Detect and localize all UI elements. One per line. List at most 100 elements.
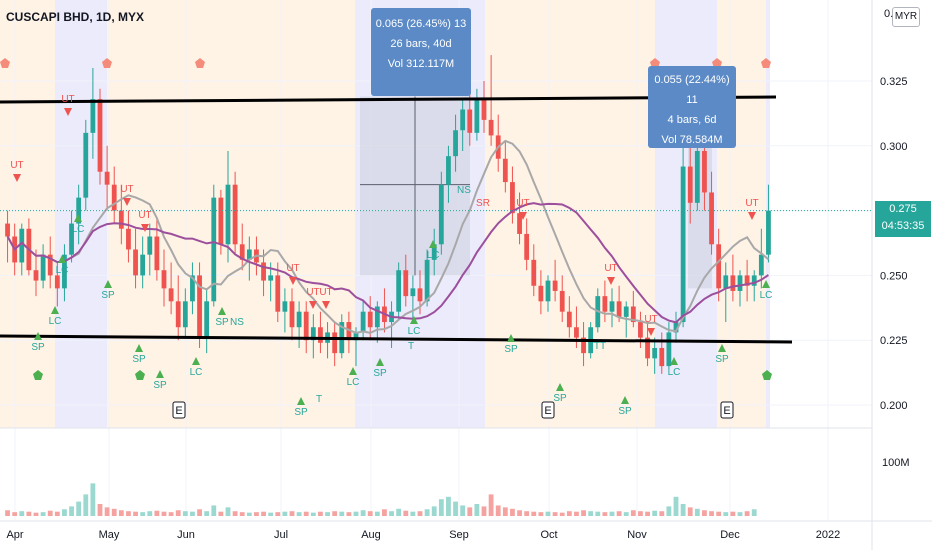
volume-bar-10 xyxy=(76,501,82,516)
x-tick-label-2: Jun xyxy=(177,529,195,541)
candles xyxy=(5,55,771,374)
volume-bar-98 xyxy=(702,510,707,516)
volume-bar-7 xyxy=(54,511,60,516)
lc-label-6: LC xyxy=(427,250,440,261)
pent-top-1 xyxy=(102,58,112,68)
volume-bar-9 xyxy=(69,506,74,516)
current-price-value: 0.275 xyxy=(889,203,917,215)
sp-label-4: SP xyxy=(215,317,229,328)
candle-2 xyxy=(19,223,25,276)
candle-body-42 xyxy=(303,311,309,341)
volume-bar-99 xyxy=(709,511,714,516)
candle-body-79 xyxy=(566,311,572,328)
volume-bar-63 xyxy=(453,501,458,516)
lc-arrow-7 xyxy=(670,357,678,365)
trend-lines[interactable] xyxy=(0,95,793,344)
sp-label-8: SP xyxy=(553,393,567,404)
candle-body-106 xyxy=(758,254,764,276)
currency-button[interactable]: MYR xyxy=(892,7,920,27)
sp-label-10: SP xyxy=(715,354,729,365)
volume-bar-3 xyxy=(26,511,32,516)
candle-body-65 xyxy=(467,109,473,133)
candle-body-57 xyxy=(410,288,416,297)
candle-36 xyxy=(261,249,266,297)
candle-body-33 xyxy=(239,244,245,260)
volume-bar-95 xyxy=(680,504,686,516)
ma-fast-line xyxy=(6,139,770,334)
volume-bar-17 xyxy=(126,511,131,516)
volume-bar-24 xyxy=(175,510,181,516)
volume-bar-4 xyxy=(33,512,39,516)
x-tick-label-6: Oct xyxy=(540,529,557,541)
volume-bar-50 xyxy=(360,510,366,516)
volume-bar-87 xyxy=(623,512,629,516)
candle-105 xyxy=(751,270,757,302)
measure-tooltip-2: 0.055 (22.44%) 11 4 bars, 6d Vol 78.584M xyxy=(648,66,736,148)
candle-body-19 xyxy=(140,254,146,276)
candle-15 xyxy=(111,166,117,224)
lc-label-0: LC xyxy=(49,316,62,327)
candle-40 xyxy=(289,288,295,341)
candle-39 xyxy=(282,288,288,333)
candle-29 xyxy=(211,184,217,307)
candle-body-43 xyxy=(310,327,316,341)
volume-bar-91 xyxy=(652,510,658,516)
candle-body-24 xyxy=(175,301,181,328)
candle-body-29 xyxy=(211,197,217,302)
candle-95 xyxy=(680,145,686,328)
candle-body-78 xyxy=(559,290,565,312)
y-tick-label-0: 0.325 xyxy=(880,76,908,88)
candle-body-22 xyxy=(161,270,167,289)
volume-bar-37 xyxy=(268,512,274,516)
candle-102 xyxy=(730,254,736,302)
volume-bar-2 xyxy=(19,511,25,516)
lc-label-3: LC xyxy=(190,367,203,378)
volume-bar-89 xyxy=(638,511,643,516)
volume-bar-64 xyxy=(460,505,466,516)
volume-bar-32 xyxy=(232,511,238,516)
volume-bar-93 xyxy=(666,506,672,516)
candle-body-34 xyxy=(246,249,252,260)
candle-5 xyxy=(40,244,46,289)
candle-28 xyxy=(204,288,210,354)
chart-title: CUSCAPI BHD, 1D, MYX xyxy=(6,10,145,24)
candle-7 xyxy=(54,262,60,307)
candle-body-105 xyxy=(751,275,757,286)
candle-85 xyxy=(609,288,615,328)
y-tick-label-5: 0.200 xyxy=(880,400,908,412)
y-tick-label-1: 0.300 xyxy=(880,141,908,153)
candle-0 xyxy=(5,210,10,263)
volume-bar-53 xyxy=(382,509,387,516)
candle-90 xyxy=(645,322,650,367)
candle-body-25 xyxy=(182,301,188,328)
ut-label-0: UT xyxy=(10,160,23,171)
pent-top-0 xyxy=(0,58,10,68)
measure-2-volume: Vol 78.584M xyxy=(661,134,723,146)
candle-body-100 xyxy=(716,244,722,289)
candle-100 xyxy=(716,228,722,302)
volume-bar-51 xyxy=(367,511,373,516)
volume-bar-42 xyxy=(303,511,309,516)
candle-body-99 xyxy=(709,192,714,245)
candle-70 xyxy=(502,140,508,193)
volume-bar-69 xyxy=(495,505,501,516)
volume-bar-60 xyxy=(431,506,437,516)
candle-body-18 xyxy=(133,249,138,276)
x-tick-label-4: Aug xyxy=(361,529,381,541)
candle-body-40 xyxy=(289,301,295,328)
candle-12 xyxy=(90,68,96,159)
ttt-label: TTT xyxy=(588,341,606,352)
sp-label-2: SP xyxy=(132,354,146,365)
candle-body-92 xyxy=(659,347,665,367)
sp-label-6: SP xyxy=(373,368,387,379)
ut-arrow-3 xyxy=(141,224,149,232)
x-tick-label-0: Apr xyxy=(6,529,23,541)
lc-label-8: LC xyxy=(760,290,773,301)
candle-17 xyxy=(126,210,131,263)
candle-19 xyxy=(140,236,146,289)
candle-71 xyxy=(510,166,515,224)
volume-bar-33 xyxy=(239,512,245,516)
candle-body-56 xyxy=(403,270,409,297)
sp-arrow-8 xyxy=(556,383,564,391)
